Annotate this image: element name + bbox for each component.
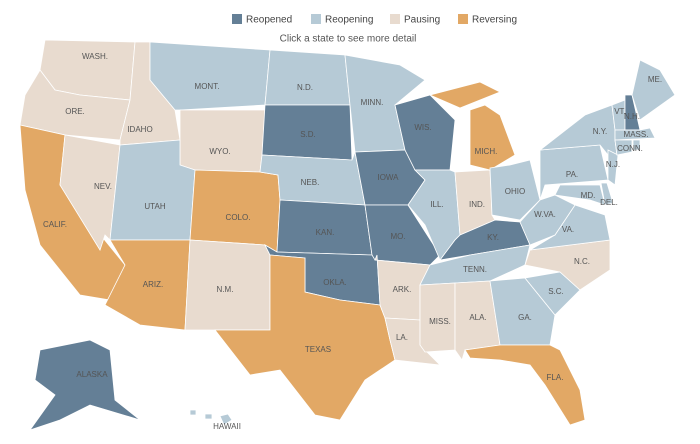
- subtitle: Click a state to see more detail: [280, 34, 417, 45]
- state-shape[interactable]: [464, 344, 586, 426]
- state-shape[interactable]: [261, 104, 353, 161]
- state-shape[interactable]: [554, 184, 606, 206]
- state-shape[interactable]: [179, 109, 266, 173]
- state-shape[interactable]: [489, 277, 556, 346]
- state[interactable]: [189, 169, 281, 253]
- state-shape[interactable]: [104, 239, 191, 331]
- state[interactable]: [28, 339, 141, 431]
- state[interactable]: [214, 254, 396, 421]
- legend-label: Pausing: [404, 15, 440, 26]
- state-shape[interactable]: [419, 282, 456, 353]
- state[interactable]: [631, 59, 676, 121]
- states: [19, 39, 676, 431]
- state[interactable]: [489, 277, 556, 346]
- state-shape[interactable]: [469, 104, 516, 171]
- state-shape[interactable]: [632, 139, 641, 151]
- state-shape[interactable]: [631, 59, 676, 121]
- legend-label: Reopening: [325, 15, 373, 26]
- state-shape[interactable]: [184, 239, 271, 331]
- state[interactable]: [607, 149, 619, 186]
- state-shape[interactable]: [529, 204, 611, 251]
- legend-swatch: [311, 14, 321, 24]
- state[interactable]: [179, 109, 266, 173]
- state[interactable]: [419, 282, 456, 353]
- state[interactable]: [464, 344, 586, 426]
- state-shape[interactable]: [614, 139, 633, 156]
- state-shape[interactable]: [28, 339, 141, 431]
- state-shape[interactable]: [204, 413, 213, 420]
- legend-label: Reversing: [472, 15, 517, 26]
- state-shape[interactable]: [264, 49, 351, 106]
- state[interactable]: [184, 239, 271, 331]
- state[interactable]: [189, 409, 233, 426]
- legend-label: Reopened: [246, 15, 292, 26]
- legend: Reopened Reopening Pausing Reversing: [232, 14, 517, 26]
- state[interactable]: [529, 204, 611, 251]
- state[interactable]: [276, 199, 373, 256]
- state-shape[interactable]: [276, 199, 373, 256]
- state-shape[interactable]: [189, 409, 197, 416]
- state-shape[interactable]: [428, 81, 501, 109]
- state[interactable]: [454, 169, 496, 236]
- state[interactable]: [264, 49, 351, 106]
- state[interactable]: [600, 182, 614, 206]
- state-shape[interactable]: [219, 413, 233, 426]
- state[interactable]: [149, 41, 271, 111]
- state[interactable]: [261, 104, 353, 161]
- state[interactable]: [614, 139, 633, 156]
- state-shape[interactable]: [454, 169, 496, 236]
- state[interactable]: [554, 184, 606, 206]
- state-shape[interactable]: [600, 182, 614, 206]
- state-shape[interactable]: [614, 127, 656, 141]
- state-shape[interactable]: [189, 169, 281, 253]
- state-shape[interactable]: [607, 149, 619, 186]
- state[interactable]: [614, 127, 656, 141]
- state-shape[interactable]: [149, 41, 271, 111]
- state-shape[interactable]: [214, 254, 396, 421]
- legend-swatch: [232, 14, 242, 24]
- legend-swatch: [390, 14, 400, 24]
- legend-swatch: [458, 14, 468, 24]
- state[interactable]: [428, 81, 516, 171]
- state[interactable]: [632, 139, 641, 151]
- state[interactable]: [104, 239, 191, 331]
